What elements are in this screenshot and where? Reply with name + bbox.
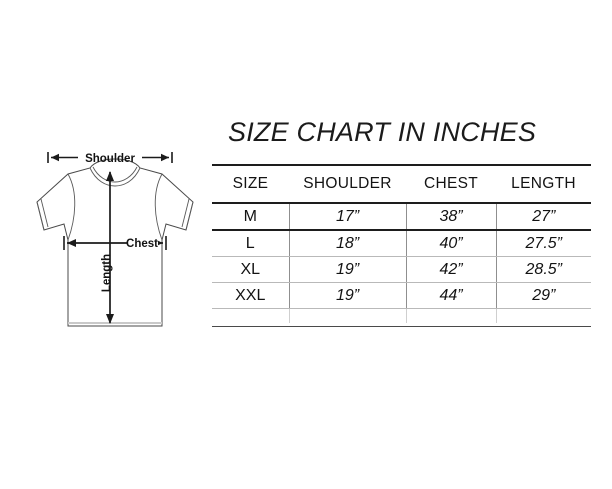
cell-length: 27.5” (496, 230, 591, 257)
page-title: SIZE CHART IN INCHES (228, 117, 537, 147)
column-header-length: LENGTH (496, 164, 591, 204)
cell-shoulder: 19” (289, 256, 407, 283)
table-row: L 18” 40” 27.5” (212, 230, 591, 257)
cell-size: L (212, 230, 290, 257)
column-header-shoulder: SHOULDER (289, 164, 406, 204)
sleeve-seam-icon (67, 173, 163, 241)
cell-shoulder: 17” (289, 203, 407, 231)
collar-icon (89, 166, 141, 187)
tshirt-diagram-svg: Shoulder Length Chest (36, 152, 194, 327)
cell-chest: 42” (406, 256, 497, 283)
tshirt-measurement-diagram: Shoulder Length Chest (20, 140, 210, 340)
size-chart-table: SIZE SHOULDER CHEST LENGTH M 17” 38” 27”… (212, 164, 591, 328)
cell-size: XXL (212, 282, 290, 309)
table-bottom-rule (212, 326, 591, 327)
cell-empty (289, 308, 407, 323)
length-label: Length (101, 254, 113, 292)
chest-label: Chest (126, 238, 158, 250)
sleeve-cuff-icon (36, 198, 194, 231)
cell-chest: 40” (406, 230, 497, 257)
table-header-row: SIZE SHOULDER CHEST LENGTH (212, 164, 591, 204)
cell-length: 28.5” (496, 256, 591, 283)
cell-empty (496, 309, 591, 324)
table-row: M 17” 38” 27” (212, 203, 591, 231)
column-header-size: SIZE (212, 164, 289, 204)
cell-length: 29” (496, 282, 591, 309)
chest-label-backdrop (127, 235, 158, 251)
cell-chest: 44” (406, 282, 497, 309)
cell-shoulder: 18” (289, 230, 407, 257)
column-header-chest: CHEST (406, 164, 496, 204)
cell-shoulder: 19” (289, 282, 407, 309)
cell-empty (212, 308, 290, 323)
table-row: XXL 19” 44” 29” (212, 282, 591, 309)
shoulder-label: Shoulder (85, 153, 135, 165)
shoulder-measure-arrow (47, 152, 173, 163)
cell-empty (406, 308, 497, 323)
table-row: XL 19” 42” 28.5” (212, 256, 591, 283)
cell-size: XL (212, 256, 290, 283)
cell-length: 27” (496, 203, 591, 231)
length-measure-arrow (106, 171, 114, 324)
cell-chest: 38” (406, 203, 497, 231)
table-trailing-row (212, 308, 591, 324)
cell-size: M (212, 203, 290, 231)
